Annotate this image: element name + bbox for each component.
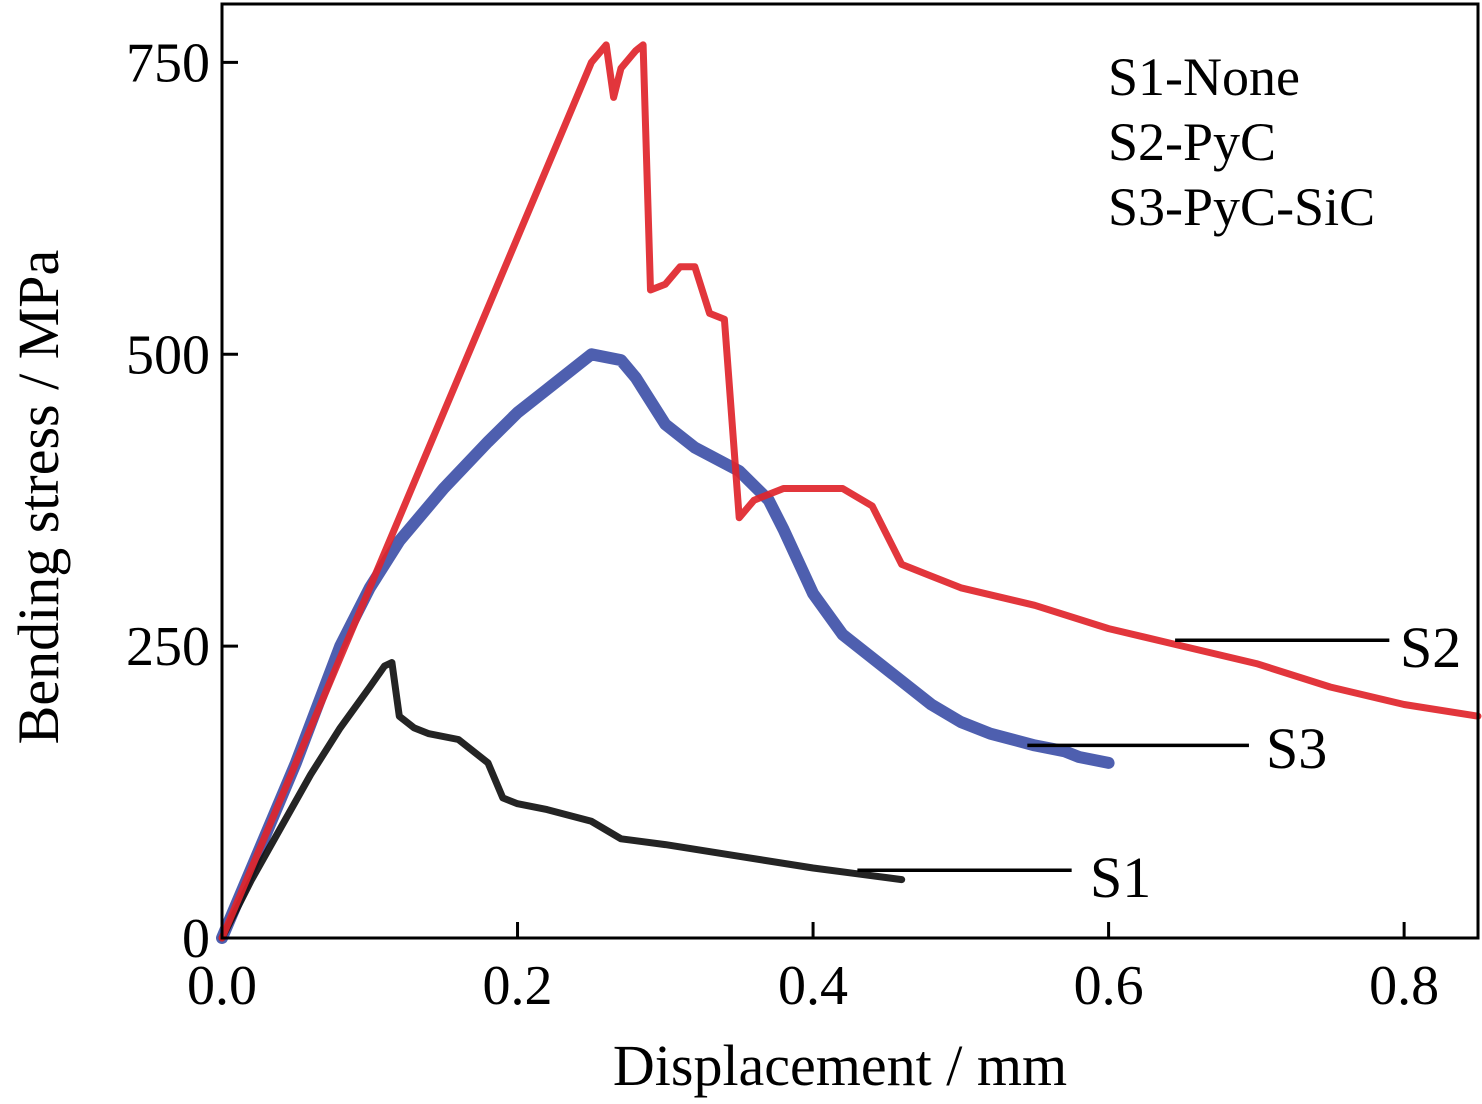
y-tick-label: 0	[182, 908, 210, 970]
x-axis-label: Displacement / mm	[613, 1033, 1067, 1098]
x-tick-label: 0.8	[1369, 955, 1439, 1017]
callout-label-s1: S1	[1090, 845, 1151, 910]
x-tick-label: 0.6	[1074, 955, 1144, 1017]
y-axis-label: Bending stress / MPa	[6, 250, 71, 745]
series-line-s1	[218, 659, 906, 942]
tick-layer: 0.0 0.2 0.4 0.6 0.8 0 250 500 750	[126, 32, 1439, 1017]
legend-entry-s3: S3-PyC-SiC	[1108, 177, 1375, 237]
y-tick-label: 500	[126, 324, 210, 386]
y-tick-label: 750	[126, 32, 210, 94]
legend: S1-None S2-PyC S3-PyC-SiC	[1108, 47, 1375, 237]
callout-label-s2: S2	[1400, 615, 1461, 680]
y-tick-label: 250	[126, 616, 210, 678]
x-tick-label: 0.4	[778, 955, 848, 1017]
legend-entry-s2: S2-PyC	[1108, 112, 1276, 172]
x-tick-label: 0.0	[187, 955, 257, 1017]
series-line-s3	[216, 348, 1115, 944]
callout-label-s3: S3	[1266, 716, 1327, 781]
leader-layer	[857, 638, 1390, 873]
series-layer	[216, 41, 1482, 944]
legend-entry-s1: S1-None	[1108, 47, 1300, 107]
x-tick-label: 0.2	[483, 955, 553, 1017]
plot-frame	[220, 2, 1480, 940]
series-line-s2	[218, 41, 1482, 942]
